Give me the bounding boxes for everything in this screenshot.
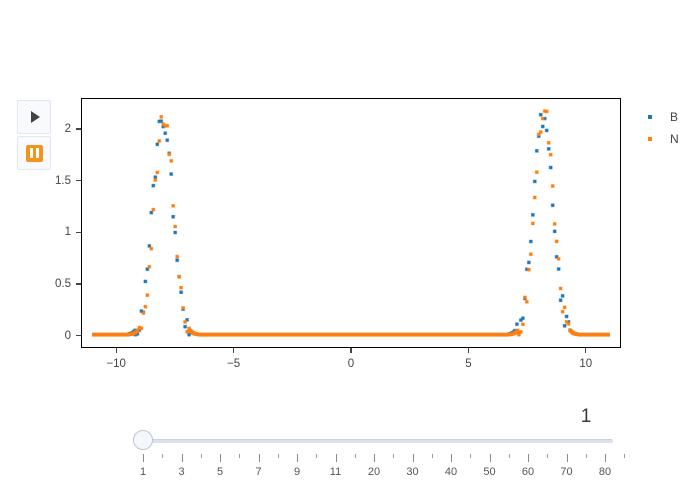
slider-tick-label[interactable]: 20 <box>367 466 381 478</box>
slider-current-value: 1 <box>580 406 592 427</box>
slider-tick-major <box>451 454 452 462</box>
x-tick-label: 0 <box>347 358 355 370</box>
legend-item-n[interactable]: N <box>648 128 700 150</box>
y-tick-mark <box>76 231 81 233</box>
slider-tick-minor <box>316 454 318 458</box>
slider-tick-label[interactable]: 5 <box>216 466 224 478</box>
slider-tick-major <box>566 454 568 462</box>
slider-tick-minor <box>200 454 202 458</box>
x-tick-mark <box>585 348 587 353</box>
slider-tick-major <box>374 454 375 462</box>
slider-tick-major <box>143 454 144 462</box>
slider-tick-minor <box>431 454 433 458</box>
slider-tick-label[interactable]: 3 <box>178 466 185 478</box>
legend-swatch-n <box>648 137 652 141</box>
slider-tick-minor <box>393 454 395 458</box>
scatter-plot-canvas[interactable] <box>82 99 620 347</box>
slider-tick-major <box>220 454 221 462</box>
pause-icon <box>25 144 43 162</box>
plot-area[interactable] <box>81 98 621 348</box>
x-tick-mark <box>467 348 470 353</box>
play-button[interactable] <box>17 100 51 134</box>
y-tick-mark <box>76 128 81 130</box>
legend: B N <box>648 106 700 150</box>
slider-tick-label[interactable]: 1 <box>139 466 147 478</box>
slider-tick-minor <box>277 454 279 458</box>
x-tick-mark <box>115 348 117 353</box>
slider-track[interactable] <box>143 439 613 443</box>
legend-item-b[interactable]: B <box>648 106 700 128</box>
slider-tick-minor <box>508 454 510 458</box>
y-tick-mark <box>76 334 81 337</box>
slider-tick-minor <box>624 454 626 458</box>
play-icon <box>30 111 40 123</box>
x-tick-mark <box>232 348 235 353</box>
slider-handle[interactable] <box>133 430 153 450</box>
x-tick-label: −5 <box>227 358 241 370</box>
y-tick-label: 0.5 <box>55 277 71 290</box>
slider-tick-minor <box>585 454 587 458</box>
x-tick-label: 5 <box>465 358 472 370</box>
slider-tick-major <box>605 454 606 462</box>
x-tick-label: −10 <box>106 358 126 370</box>
slider-tick-minor <box>354 454 356 458</box>
slider-tick-major <box>528 454 529 462</box>
pause-button[interactable] <box>17 136 51 170</box>
animation-controls <box>17 100 53 170</box>
legend-swatch-b <box>648 115 652 119</box>
slider-tick-minor <box>470 454 472 458</box>
slider-tick-major <box>489 454 491 462</box>
y-tick-label: 2 <box>64 122 71 135</box>
y-tick-label: 0 <box>64 329 71 342</box>
slider-tick-major <box>297 454 298 462</box>
slider-tick-label[interactable]: 7 <box>255 466 262 478</box>
y-tick-label: 1 <box>64 226 71 239</box>
slider-tick-label[interactable]: 9 <box>293 466 301 478</box>
y-tick-label: 1.5 <box>55 174 71 187</box>
slider-tick-label[interactable]: 80 <box>598 466 612 478</box>
frame-slider[interactable]: 1 3 5 7 9 11 20 30 40 50 60 70 80 <box>133 430 626 486</box>
legend-label-n: N <box>670 132 679 146</box>
x-tick-label: 10 <box>579 358 593 370</box>
slider-tick-label[interactable]: 70 <box>560 466 573 478</box>
slider-tick-major <box>412 454 414 462</box>
slider-tick-minor <box>162 454 164 458</box>
slider-tick-minor <box>547 454 549 458</box>
slider-tick-label[interactable]: 11 <box>329 466 342 478</box>
y-tick-mark <box>76 179 81 182</box>
slider-tick-major <box>258 454 260 462</box>
slider-tick-minor <box>239 454 241 458</box>
slider-tick-major <box>335 454 337 462</box>
slider-tick-label[interactable]: 30 <box>406 466 419 478</box>
slider-tick-major <box>181 454 183 462</box>
legend-label-b: B <box>670 110 679 124</box>
x-tick-mark <box>350 348 352 353</box>
slider-tick-label[interactable]: 50 <box>483 466 496 478</box>
slider-tick-label[interactable]: 60 <box>521 466 535 478</box>
slider-tick-label[interactable]: 40 <box>444 466 458 478</box>
y-tick-mark <box>76 283 81 285</box>
